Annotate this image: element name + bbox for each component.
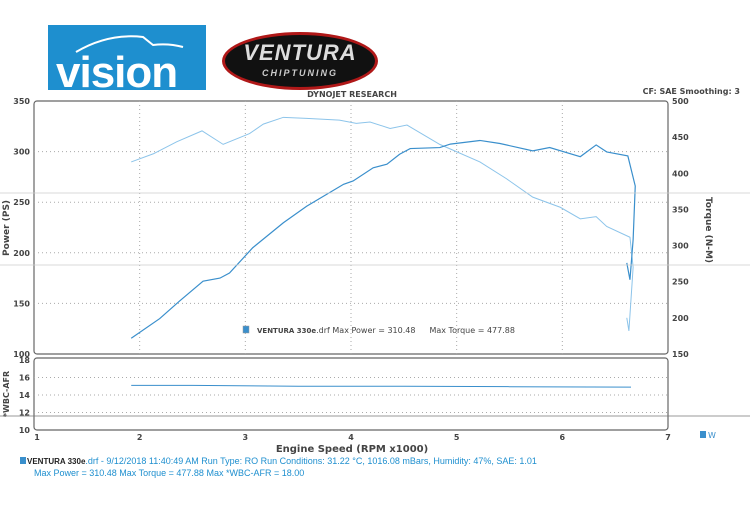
y-tick-label: 150 <box>13 299 30 308</box>
torque-line <box>131 116 634 331</box>
x-tick-label: 6 <box>560 433 566 442</box>
y2-tick-label: 300 <box>672 242 689 251</box>
afr-tick-label: 18 <box>19 356 31 365</box>
x-tick-label: 5 <box>454 433 460 442</box>
y-tick-label: 200 <box>13 249 30 258</box>
x-tick-label: 2 <box>137 433 143 442</box>
power-torque-plot: 100 150 200 250 300 350 150 200 250 300 350 400 450 5… <box>13 97 689 359</box>
y-tick-label: 300 <box>13 148 30 157</box>
ventura-logo: VENTURA CHIPTUNING <box>222 32 378 90</box>
afr-frame <box>33 357 669 431</box>
y2-tick-label: 200 <box>672 314 689 323</box>
footer-swatch <box>20 457 26 464</box>
y2-tick-label: 500 <box>672 97 689 106</box>
annotation-swatch <box>242 325 250 334</box>
footer-line-2: Max Power = 310.48 Max Torque = 477.88 M… <box>34 468 305 478</box>
y-tick-label: 350 <box>13 97 30 106</box>
y-axis-label: Power (PS) <box>2 200 12 256</box>
annotation-torque: Max Torque = 477.88 <box>429 326 515 335</box>
annotation-power: .drf Max Power = 310.48 <box>316 326 415 335</box>
footer-line-1: VENTURA 330e.drf - 9/12/2018 11:40:49 AM… <box>20 456 537 467</box>
afr-axis-label: *WBC-AFR <box>2 371 11 417</box>
x-tick-label: 7 <box>665 433 671 442</box>
svg-text:VENTURA 330e.drf Max Power = 3: VENTURA 330e.drf Max Power = 310.48 Max T… <box>257 326 515 335</box>
afr-tick-label: 16 <box>19 374 31 383</box>
y2-tick-label: 350 <box>672 205 689 214</box>
legend-swatch <box>700 431 706 438</box>
y-tick-label: 250 <box>13 198 30 207</box>
vision-logo: vision <box>48 25 206 90</box>
y2-tick-label: 400 <box>672 169 689 178</box>
x-tick-label: 1 <box>34 433 40 442</box>
y2-tick-label: 450 <box>672 133 689 142</box>
y-tick-label: 100 <box>13 350 30 359</box>
x-axis-label: Engine Speed (RPM x1000) <box>276 444 428 455</box>
chart-title: DYNOJET RESEARCH <box>307 90 397 99</box>
y2-tick-label: 250 <box>672 278 689 287</box>
y2-tick-label: 150 <box>672 350 689 359</box>
x-tick-label: 3 <box>243 433 249 442</box>
car-silhouette-icon <box>75 35 184 53</box>
y2-axis-label: Torque (N-M) <box>703 197 713 263</box>
annotation-file: VENTURA 330e <box>257 327 316 335</box>
afr-tick-label: 10 <box>19 426 31 435</box>
afr-tick-label: 14 <box>19 391 31 400</box>
power-line <box>130 139 636 339</box>
x-tick-label: 4 <box>348 433 354 442</box>
chart-settings: CF: SAE Smoothing: 3 <box>643 87 740 96</box>
afr-line <box>131 384 632 388</box>
afr-tick-label: 12 <box>19 409 30 418</box>
plot-frame <box>33 100 669 355</box>
legend-label[interactable]: W <box>708 431 716 440</box>
